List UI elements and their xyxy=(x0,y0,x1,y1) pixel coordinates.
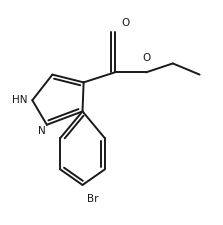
Text: O: O xyxy=(142,54,150,63)
Text: O: O xyxy=(122,18,130,28)
Text: HN: HN xyxy=(12,95,28,105)
Text: Br: Br xyxy=(87,194,99,204)
Text: N: N xyxy=(38,126,46,136)
